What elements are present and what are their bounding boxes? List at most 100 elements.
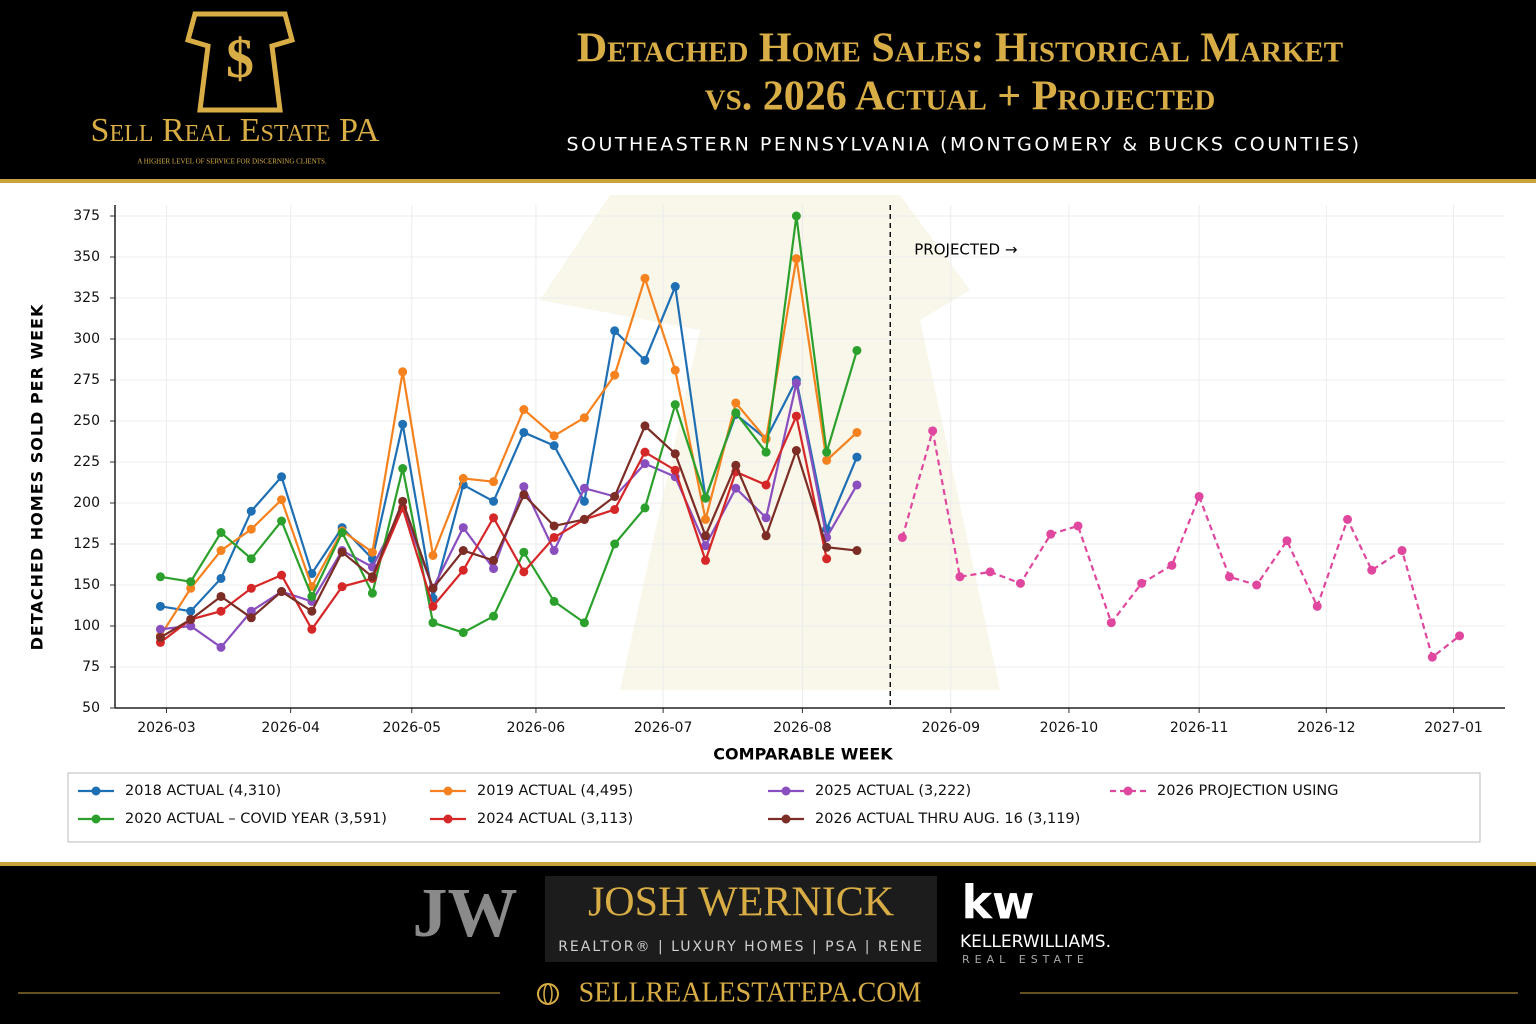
agent-name: JOSH WERNICK: [588, 880, 894, 926]
point: [1015, 578, 1025, 588]
point: [640, 421, 650, 431]
point: [822, 554, 832, 564]
point: [852, 546, 862, 556]
point: [519, 547, 529, 557]
series-line: [159, 424, 858, 639]
point: [610, 326, 620, 336]
point: [701, 541, 711, 551]
y-tick-label: 200: [73, 495, 100, 511]
x-tick-label: 2027-01: [1424, 720, 1483, 736]
point: [1455, 631, 1465, 641]
point: [246, 524, 256, 534]
point: [216, 606, 226, 616]
legend-swatch: [1123, 786, 1133, 796]
x-tick-label: 2026-09: [922, 720, 981, 736]
point: [489, 513, 499, 523]
y-tick-label: 300: [73, 331, 100, 347]
x-tick-label: 2026-06: [507, 720, 566, 736]
point: [549, 431, 559, 441]
point: [186, 583, 196, 593]
point: [1282, 536, 1292, 546]
point: [761, 531, 771, 541]
point: [398, 464, 408, 474]
point: [670, 400, 680, 410]
y-tick-label: 125: [73, 536, 100, 552]
subtitle: SOUTHEASTERN PENNSYLVANIA (MONTGOMERY & …: [566, 134, 1361, 156]
point: [277, 472, 287, 482]
logo-text: Sell Real Estate PA: [91, 112, 380, 149]
point: [640, 459, 650, 469]
point: [155, 572, 165, 582]
point: [186, 614, 196, 624]
point: [1106, 618, 1116, 628]
point: [519, 567, 529, 577]
point: [701, 531, 711, 541]
name-plate: [545, 876, 937, 962]
point: [489, 564, 499, 574]
point: [367, 547, 377, 557]
point: [731, 398, 741, 408]
point: [1252, 580, 1262, 590]
point: [549, 546, 559, 556]
annotation: PROJECTED →: [914, 241, 1017, 259]
point: [458, 546, 468, 556]
point: [307, 569, 317, 579]
legend-swatch: [91, 814, 101, 824]
y-tick-label: 375: [73, 208, 100, 224]
point: [519, 490, 529, 500]
point: [985, 567, 995, 577]
point: [186, 621, 196, 631]
legend-label: 2024 ACTUAL (3,113): [477, 811, 633, 827]
point: [897, 532, 907, 542]
credentials: REALTOR® | LUXURY HOMES | PSA | RENE: [558, 939, 924, 955]
point: [852, 452, 862, 462]
legend-label: 2026 ACTUAL THRU AUG. 16 (3,119): [815, 811, 1080, 827]
point: [337, 528, 347, 538]
website[interactable]: SELLREALESTATEPA.COM: [579, 977, 922, 1008]
x-tick-label: 2026-03: [137, 720, 196, 736]
point: [337, 547, 347, 557]
point: [579, 514, 589, 524]
legend-label: 2025 ACTUAL (3,222): [815, 783, 971, 799]
point: [246, 554, 256, 564]
title: vs. 2026 Actual + Projected: [705, 74, 1216, 120]
point: [1194, 491, 1204, 501]
point: [458, 565, 468, 575]
x-tick-label: 2026-05: [383, 720, 442, 736]
kw-logo: kw: [961, 876, 1034, 930]
point: [640, 447, 650, 457]
chart: 50 75 100 150 125 200 225 250 275 300 325 350 375 202…: [28, 205, 1505, 843]
x-tick-label: 2026-04: [261, 720, 320, 736]
point: [1367, 565, 1377, 575]
point: [670, 465, 680, 475]
point: [428, 583, 438, 593]
point: [246, 606, 256, 616]
point: [277, 516, 287, 526]
legend-label: 2018 ACTUAL (4,310): [125, 783, 281, 799]
brokerage-sub: REAL ESTATE: [962, 953, 1089, 966]
point: [640, 355, 650, 365]
point: [610, 491, 620, 501]
point: [1343, 514, 1353, 524]
point: [670, 449, 680, 459]
y-tick-label: 325: [73, 290, 100, 306]
legend-swatch: [781, 786, 791, 796]
x-tick-label: 2026-10: [1040, 720, 1099, 736]
point: [216, 528, 226, 538]
series-line: [901, 430, 1461, 660]
point: [398, 496, 408, 506]
legend: [67, 772, 1481, 843]
point: [1312, 601, 1322, 611]
point: [1224, 572, 1234, 582]
point: [852, 345, 862, 355]
logo-keystone: [184, 11, 296, 113]
point: [640, 273, 650, 283]
point: [489, 477, 499, 487]
point: [155, 632, 165, 642]
point: [458, 628, 468, 638]
point: [277, 495, 287, 505]
point: [1167, 560, 1177, 570]
legend-swatch: [781, 814, 791, 824]
point: [579, 483, 589, 493]
legend-swatch: [443, 786, 453, 796]
